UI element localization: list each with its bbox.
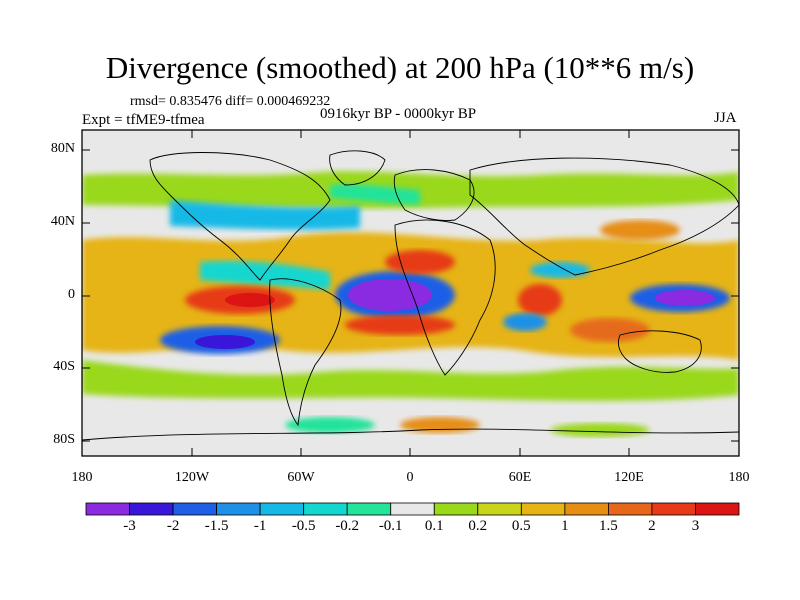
- colorbar-box: [651, 502, 696, 516]
- outline-africa: [394, 219, 496, 376]
- colorbar-box: [564, 502, 609, 516]
- lat-label-80n: 80N: [50, 141, 75, 156]
- field-indian-red: [518, 284, 562, 316]
- colorbar-box: [520, 502, 566, 516]
- colorbar-label: -0.5: [291, 518, 316, 534]
- field-green-fringe: [82, 360, 739, 402]
- colorbar-box: [477, 502, 522, 516]
- colorbar-box: [216, 502, 261, 516]
- colorbar-box: [303, 502, 348, 516]
- experiment-label: Expt = tfME9-tfmea: [82, 112, 205, 128]
- colorbar-box: [129, 502, 174, 516]
- outline-antarctica: [82, 428, 739, 441]
- map-field: [82, 130, 739, 456]
- field-asia-red: [600, 220, 680, 240]
- outline-greenland: [329, 150, 386, 186]
- colorbar-box: [608, 502, 653, 516]
- lon-label-120e: 120E: [614, 470, 644, 485]
- colorbar-label: 1.5: [599, 518, 618, 534]
- outline-europe: [393, 169, 475, 221]
- lat-label-40s: 40S: [53, 359, 75, 374]
- colorbar-box: [259, 502, 305, 516]
- colorbar-label: 0.1: [424, 518, 444, 534]
- lon-label-180e: 180: [728, 470, 750, 485]
- field-southern-green: [550, 423, 650, 437]
- colorbar-label: 1: [561, 518, 569, 534]
- field-westpac-purple: [655, 290, 715, 306]
- colorbar-label: 3: [691, 518, 700, 534]
- stats-line: rmsd= 0.835476 diff= 0.000469232: [130, 94, 331, 109]
- field-indian-blue: [503, 313, 547, 331]
- outline-north-america: [149, 152, 331, 281]
- field-east-pacific-core: [225, 293, 275, 307]
- field-cyan-atlantic-n: [330, 184, 420, 205]
- lat-label-80s: 80S: [53, 432, 75, 447]
- field-atlantic-purple: [348, 279, 432, 311]
- field-indian-blue-2: [530, 262, 590, 278]
- colorbar-label: -1.5: [204, 518, 229, 534]
- colorbar-box: [390, 502, 435, 516]
- field-westpac-red: [570, 318, 650, 342]
- field-south-atlantic-red: [345, 315, 455, 335]
- colorbar-label: -1: [253, 518, 267, 534]
- colorbar-label: -2: [166, 518, 180, 534]
- lon-label-60e: 60E: [508, 470, 532, 485]
- plot-title: Divergence (smoothed) at 200 hPa (10**6 …: [105, 50, 695, 85]
- field-blue-north: [170, 200, 360, 230]
- lon-label-120w: 120W: [174, 470, 210, 485]
- colorbar-label: -3: [123, 518, 136, 534]
- outline-australia: [617, 330, 702, 373]
- period-label: 0916kyr BP - 0000kyr BP: [320, 106, 477, 122]
- colorbar-label: -0.2: [335, 518, 360, 534]
- lat-label-40n: 40N: [50, 214, 75, 229]
- colorbar-label: 0.2: [468, 518, 488, 534]
- field-southern-cyan: [285, 417, 375, 433]
- colorbar-box: [172, 502, 218, 516]
- colorbar-label: 2: [648, 518, 656, 534]
- lat-label-0: 0: [68, 287, 75, 302]
- outline-south-america: [269, 278, 342, 427]
- lon-label-180w: 180: [71, 470, 93, 485]
- field-sahel-red: [385, 250, 455, 274]
- season-label: JJA: [714, 110, 737, 126]
- colorbar-box: [433, 502, 479, 516]
- lon-label-0: 0: [406, 470, 414, 485]
- colorbar-label: 0.5: [511, 518, 531, 534]
- outline-asia: [469, 157, 739, 276]
- lon-label-60w: 60W: [287, 470, 315, 485]
- colorbar-label: -0.1: [378, 518, 403, 534]
- axis-ticks: [82, 130, 739, 456]
- colorbar-box: [85, 502, 130, 516]
- field-cyan-pacific: [200, 260, 330, 290]
- field-south-pacific-core: [195, 335, 255, 349]
- colorbar-box: [346, 502, 392, 516]
- colorbar: [85, 502, 740, 516]
- land-outlines: [82, 150, 739, 441]
- colorbar-box: [695, 502, 740, 516]
